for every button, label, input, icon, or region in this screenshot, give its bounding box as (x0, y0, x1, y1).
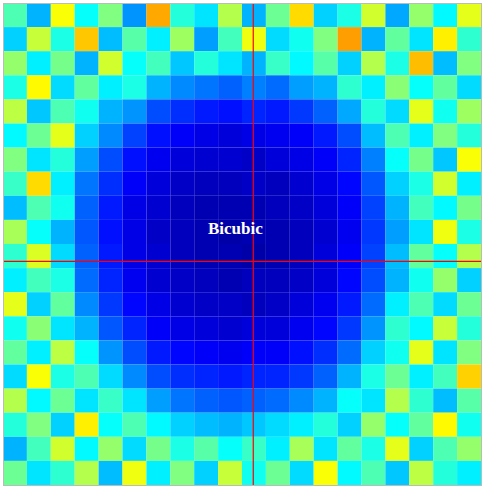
svg-text:Bicubic: Bicubic (208, 219, 263, 238)
